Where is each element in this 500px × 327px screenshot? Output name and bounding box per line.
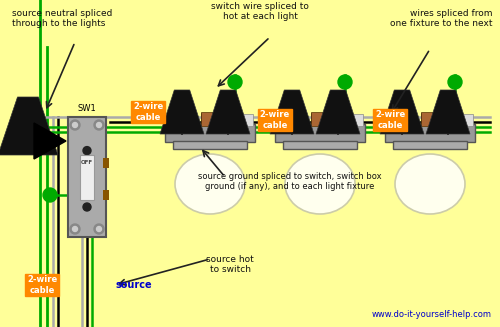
FancyBboxPatch shape — [103, 190, 109, 200]
FancyBboxPatch shape — [80, 154, 94, 199]
Polygon shape — [316, 90, 360, 134]
FancyBboxPatch shape — [345, 114, 363, 126]
Ellipse shape — [395, 154, 465, 214]
Circle shape — [72, 227, 78, 232]
Text: switch wire spliced to
hot at each light: switch wire spliced to hot at each light — [211, 2, 309, 21]
FancyBboxPatch shape — [201, 112, 219, 126]
Circle shape — [96, 227, 102, 232]
FancyBboxPatch shape — [385, 124, 475, 142]
Text: SW1: SW1 — [78, 104, 96, 113]
Circle shape — [448, 75, 462, 89]
Circle shape — [228, 75, 242, 89]
FancyBboxPatch shape — [68, 117, 106, 237]
Circle shape — [83, 146, 91, 155]
FancyBboxPatch shape — [455, 114, 473, 126]
Circle shape — [43, 188, 57, 202]
Polygon shape — [270, 90, 314, 134]
FancyBboxPatch shape — [173, 141, 247, 149]
Text: 2-wire
cable: 2-wire cable — [133, 102, 163, 122]
Polygon shape — [0, 97, 58, 155]
Circle shape — [94, 120, 104, 130]
Text: www.do-it-yourself-help.com: www.do-it-yourself-help.com — [372, 310, 492, 319]
Polygon shape — [380, 90, 424, 134]
Circle shape — [338, 75, 352, 89]
Circle shape — [83, 203, 91, 211]
Text: 2-wire
cable: 2-wire cable — [375, 110, 405, 130]
FancyBboxPatch shape — [275, 124, 365, 142]
FancyBboxPatch shape — [421, 112, 439, 126]
FancyBboxPatch shape — [165, 124, 255, 142]
Text: source ground spliced to switch, switch box
ground (if any), and to each light f: source ground spliced to switch, switch … — [198, 172, 382, 191]
Circle shape — [70, 224, 80, 234]
Circle shape — [72, 123, 78, 128]
FancyBboxPatch shape — [393, 141, 467, 149]
Ellipse shape — [175, 154, 245, 214]
Polygon shape — [34, 123, 66, 159]
Circle shape — [96, 123, 102, 128]
Text: 2-wire
cable: 2-wire cable — [260, 110, 290, 130]
Text: source: source — [115, 280, 152, 290]
Polygon shape — [160, 90, 204, 134]
FancyBboxPatch shape — [235, 114, 253, 126]
Text: source neutral spliced
through to the lights: source neutral spliced through to the li… — [12, 9, 112, 28]
Polygon shape — [206, 90, 250, 134]
Text: source hot
to switch: source hot to switch — [206, 255, 254, 274]
Text: OFF: OFF — [81, 160, 93, 165]
FancyBboxPatch shape — [311, 112, 329, 126]
Circle shape — [94, 224, 104, 234]
Circle shape — [70, 120, 80, 130]
Ellipse shape — [285, 154, 355, 214]
Text: 2-wire
cable: 2-wire cable — [27, 275, 57, 295]
FancyBboxPatch shape — [283, 141, 357, 149]
Text: wires spliced from
one fixture to the next: wires spliced from one fixture to the ne… — [390, 9, 492, 28]
Polygon shape — [426, 90, 470, 134]
FancyBboxPatch shape — [103, 158, 109, 168]
